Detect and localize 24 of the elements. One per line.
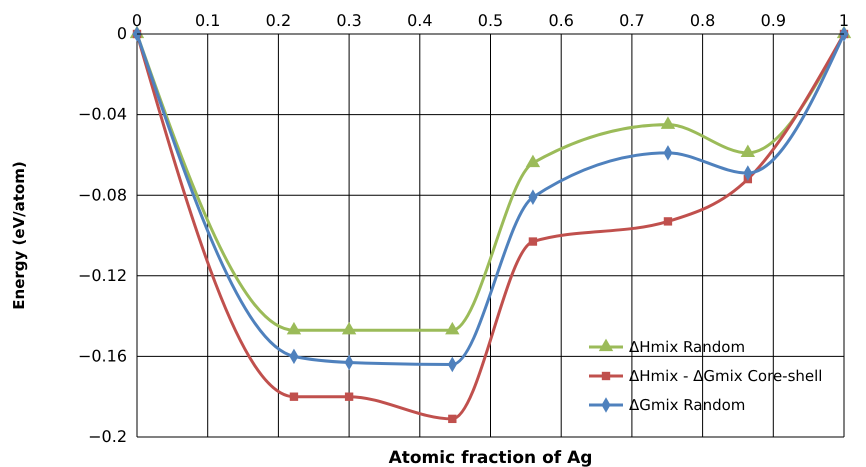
y-tick-label: −0.04 bbox=[78, 104, 127, 124]
y-tick-label: −0.2 bbox=[88, 427, 127, 446]
point bbox=[528, 237, 538, 246]
point bbox=[344, 392, 354, 401]
x-tick-label: 0.5 bbox=[478, 11, 504, 30]
x-tick-label: 0.1 bbox=[194, 11, 220, 30]
y-tick-label: 0 bbox=[116, 24, 127, 44]
point bbox=[290, 392, 298, 401]
x-tick-label: 1 bbox=[838, 11, 850, 30]
x-tick-label: 0.3 bbox=[336, 11, 362, 30]
y-tick-label: −0.08 bbox=[78, 185, 127, 204]
x-axis-title: Atomic fraction of Ag bbox=[388, 448, 592, 467]
x-tick-label: 0.2 bbox=[266, 11, 292, 30]
x-tick-label: 0.9 bbox=[760, 11, 786, 30]
point bbox=[448, 414, 457, 424]
y-tick-label: −0.12 bbox=[78, 266, 127, 285]
x-tick-label: 0.6 bbox=[548, 11, 574, 30]
x-tick-label: 0 bbox=[132, 11, 142, 30]
y-axis-title: Energy (eV/atom) bbox=[10, 161, 28, 310]
x-tick-label: 0.8 bbox=[690, 11, 716, 30]
y-tick-label: −0.16 bbox=[78, 346, 127, 366]
x-tick-label: 0.7 bbox=[619, 11, 645, 30]
point bbox=[664, 217, 672, 226]
x-tick-label: 0.4 bbox=[407, 11, 433, 30]
